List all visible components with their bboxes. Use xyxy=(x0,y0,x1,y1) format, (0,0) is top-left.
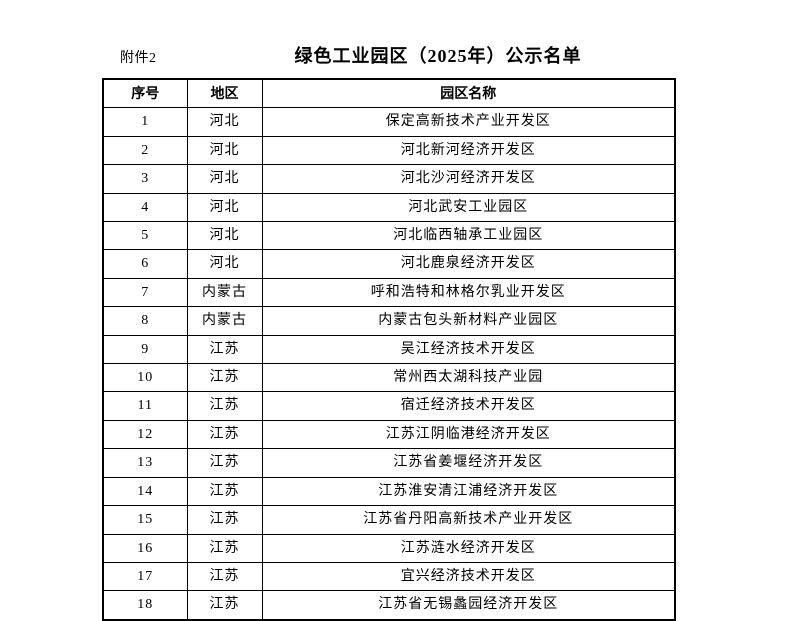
row-region-cell: 江苏 xyxy=(186,363,263,393)
row-index-cell: 12 xyxy=(102,419,188,450)
row-index-cell: 14 xyxy=(102,476,188,507)
row-park-name-cell: 内蒙古包头新材料产业园区 xyxy=(261,306,676,336)
row-region-cell: 江苏 xyxy=(186,561,263,592)
table-row: 5 河北 河北临西轴承工业园区 xyxy=(102,221,676,251)
row-region-cell: 江苏 xyxy=(186,448,263,478)
row-park-name-cell: 江苏省姜堰经济开发区 xyxy=(261,448,676,478)
row-index-cell: 3 xyxy=(102,164,188,194)
row-park-name-cell: 河北鹿泉经济开发区 xyxy=(261,249,676,279)
green-parks-table: 序号 地区 园区名称 1 河北 保定高新技术产业开发区 2 河北 河北新河经济开发区 3 河北… xyxy=(102,78,676,621)
table-row: 10 江苏 常州西太湖科技产业园 xyxy=(102,363,676,393)
row-region-cell: 河北 xyxy=(186,221,263,251)
table-row: 14 江苏 江苏淮安清江浦经济开发区 xyxy=(102,476,676,507)
row-index-cell: 17 xyxy=(102,561,188,592)
row-region-cell: 江苏 xyxy=(186,476,263,507)
table-row: 13 江苏 江苏省姜堰经济开发区 xyxy=(102,448,676,478)
row-region-cell: 江苏 xyxy=(186,590,263,621)
row-index-cell: 2 xyxy=(102,135,188,166)
header-row: 序号 地区 园区名称 xyxy=(102,78,676,109)
row-park-name-cell: 宿迁经济技术开发区 xyxy=(261,391,676,421)
table-row: 16 江苏 江苏涟水经济开发区 xyxy=(102,533,676,563)
row-park-name-cell: 江苏江阴临港经济开发区 xyxy=(261,419,676,450)
table-row: 3 河北 河北沙河经济开发区 xyxy=(102,164,676,194)
row-region-cell: 内蒙古 xyxy=(186,306,263,336)
row-region-cell: 江苏 xyxy=(186,533,263,563)
row-region-cell: 江苏 xyxy=(186,505,263,535)
row-park-name-cell: 江苏省无锡蠡园经济开发区 xyxy=(261,590,676,621)
row-park-name-cell: 吴江经济技术开发区 xyxy=(261,334,676,365)
attachment-label: 附件2 xyxy=(120,51,157,66)
row-park-name-cell: 保定高新技术产业开发区 xyxy=(261,107,676,137)
row-region-cell: 河北 xyxy=(186,164,263,194)
row-park-name-cell: 河北武安工业园区 xyxy=(261,192,676,223)
row-index-cell: 7 xyxy=(102,277,188,308)
row-index-cell: 16 xyxy=(102,533,188,563)
row-index-cell: 11 xyxy=(102,391,188,421)
header-cell-region: 地区 xyxy=(186,78,263,109)
row-park-name-cell: 呼和浩特和林格尔乳业开发区 xyxy=(261,277,676,308)
table-row: 11 江苏 宿迁经济技术开发区 xyxy=(102,391,676,421)
row-park-name-cell: 江苏涟水经济开发区 xyxy=(261,533,676,563)
row-region-cell: 河北 xyxy=(186,107,263,137)
row-park-name-cell: 宜兴经济技术开发区 xyxy=(261,561,676,592)
row-index-cell: 18 xyxy=(102,590,188,621)
row-region-cell: 河北 xyxy=(186,249,263,279)
table-row: 1 河北 保定高新技术产业开发区 xyxy=(102,107,676,137)
table-row: 18 江苏 江苏省无锡蠡园经济开发区 xyxy=(102,590,676,621)
row-index-cell: 8 xyxy=(102,306,188,336)
row-index-cell: 4 xyxy=(102,192,188,223)
table-row: 15 江苏 江苏省丹阳高新技术产业开发区 xyxy=(102,505,676,535)
row-region-cell: 江苏 xyxy=(186,334,263,365)
table-row: 6 河北 河北鹿泉经济开发区 xyxy=(102,249,676,279)
row-park-name-cell: 江苏省丹阳高新技术产业开发区 xyxy=(261,505,676,535)
row-park-name-cell: 河北新河经济开发区 xyxy=(261,135,676,166)
row-index-cell: 10 xyxy=(102,363,188,393)
row-index-cell: 1 xyxy=(102,107,188,137)
table-row: 9 江苏 吴江经济技术开发区 xyxy=(102,334,676,365)
table-row: 7 内蒙古 呼和浩特和林格尔乳业开发区 xyxy=(102,277,676,308)
row-index-cell: 15 xyxy=(102,505,188,535)
row-park-name-cell: 河北临西轴承工业园区 xyxy=(261,221,676,251)
row-index-cell: 6 xyxy=(102,249,188,279)
row-region-cell: 江苏 xyxy=(186,419,263,450)
row-index-cell: 5 xyxy=(102,221,188,251)
row-region-cell: 内蒙古 xyxy=(186,277,263,308)
table-row: 17 江苏 宜兴经济技术开发区 xyxy=(102,561,676,592)
table-row: 8 内蒙古 内蒙古包头新材料产业园区 xyxy=(102,306,676,336)
table-body: 1 河北 保定高新技术产业开发区 2 河北 河北新河经济开发区 3 河北 河北沙河经济开发区 4 河… xyxy=(102,107,676,621)
row-park-name-cell: 常州西太湖科技产业园 xyxy=(261,363,676,393)
row-park-name-cell: 河北沙河经济开发区 xyxy=(261,164,676,194)
row-region-cell: 河北 xyxy=(186,192,263,223)
header-cell-index: 序号 xyxy=(102,78,188,109)
page-title: 绿色工业园区（2025年）公示名单 xyxy=(294,46,582,66)
row-park-name-cell: 江苏淮安清江浦经济开发区 xyxy=(261,476,676,507)
table-row: 4 河北 河北武安工业园区 xyxy=(102,192,676,223)
row-index-cell: 9 xyxy=(102,334,188,365)
header-cell-name: 园区名称 xyxy=(261,78,676,109)
table-header: 序号 地区 园区名称 xyxy=(102,78,676,109)
row-index-cell: 13 xyxy=(102,448,188,478)
row-region-cell: 河北 xyxy=(186,135,263,166)
table-row: 2 河北 河北新河经济开发区 xyxy=(102,135,676,166)
row-region-cell: 江苏 xyxy=(186,391,263,421)
table-row: 12 江苏 江苏江阴临港经济开发区 xyxy=(102,419,676,450)
